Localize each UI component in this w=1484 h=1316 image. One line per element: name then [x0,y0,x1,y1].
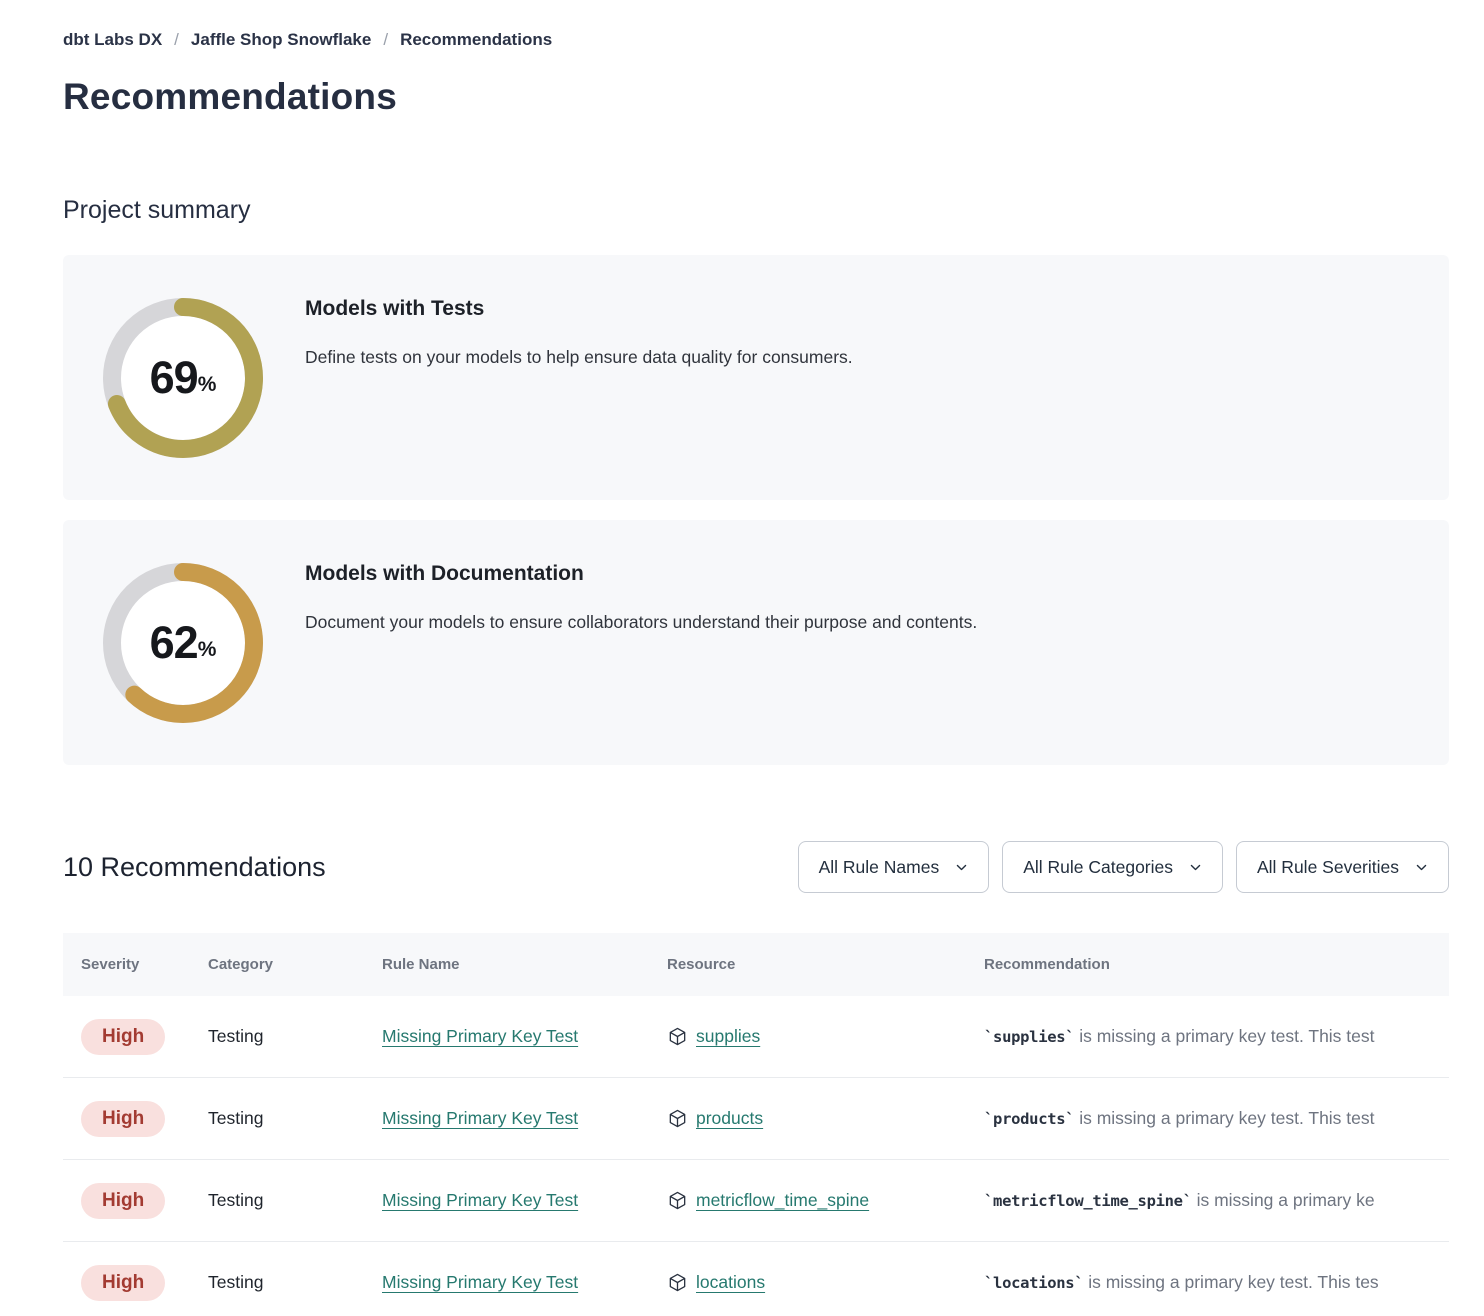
recommendation-cell: `locations` is missing a primary key tes… [966,1272,1449,1293]
category-cell: Testing [208,1108,264,1128]
breadcrumb-item-project[interactable]: Jaffle Shop Snowflake [190,30,372,49]
recommendation-text: is missing a primary ke [1191,1190,1375,1210]
rule-name-link[interactable]: Missing Primary Key Test [382,1108,579,1128]
column-header-recommendation: Recommendation [984,956,1110,973]
breadcrumb-item-account[interactable]: dbt Labs DX [63,30,163,49]
recommendation-code: `supplies` [984,1028,1075,1046]
donut-percent-label: 69 % [103,298,263,458]
model-cube-icon [669,1191,686,1210]
chevron-down-icon [1190,864,1201,870]
table-row: High Testing Missing Primary Key Test lo… [63,1242,1449,1316]
filter-rule-categories-dropdown[interactable]: All Rule Categories [1002,841,1223,893]
project-summary-heading: Project summary [63,196,251,224]
donut-percent-sign: % [197,372,217,396]
severity-badge: High [81,1018,166,1055]
chevron-down-icon [956,864,967,870]
severity-badge: High [81,1182,166,1219]
card-description: Define tests on your models to help ensu… [305,347,853,367]
card-description: Document your models to ensure collabora… [305,612,978,632]
filter-bar: All Rule Names All Rule Categories All R… [797,841,1449,893]
column-header-rule-name: Rule Name [382,956,460,973]
donut-chart-tests: 69 % [103,297,263,458]
column-header-severity: Severity [81,956,140,973]
summary-card-models-with-documentation: 62 % Models with Documentation Document … [63,520,1449,765]
recommendation-code: `locations` [984,1274,1084,1292]
table-row: High Testing Missing Primary Key Test pr… [63,1078,1449,1160]
donut-chart-documentation: 62 % [103,562,263,723]
breadcrumb-separator: / [174,30,179,49]
table-row: High Testing Missing Primary Key Test me… [63,1160,1449,1242]
rule-name-link[interactable]: Missing Primary Key Test [382,1272,579,1292]
model-cube-icon [669,1273,686,1292]
breadcrumb-item-current: Recommendations [400,30,553,49]
model-cube-icon [669,1109,686,1128]
breadcrumb-separator: / [383,30,389,49]
category-cell: Testing [208,1272,264,1292]
recommendation-cell: `products` is missing a primary key test… [966,1108,1449,1129]
donut-percent-sign: % [197,637,217,661]
filter-label: All Rule Severities [1257,856,1399,877]
recommendations-table: Severity Category Rule Name Resource Rec… [63,933,1449,1316]
rule-name-link[interactable]: Missing Primary Key Test [382,1026,579,1046]
donut-percent-value: 69 [149,351,199,403]
table-row: High Testing Missing Primary Key Test su… [63,996,1449,1078]
column-header-category: Category [208,956,274,973]
category-cell: Testing [208,1190,264,1210]
recommendation-text: is missing a primary key test. This tes [1083,1272,1379,1292]
donut-percent-label: 62 % [103,563,263,723]
severity-badge: High [81,1264,166,1301]
rule-name-link[interactable]: Missing Primary Key Test [382,1190,579,1210]
chevron-down-icon [1416,864,1427,870]
model-cube-icon [669,1027,686,1046]
donut-svg [103,297,263,458]
donut-percent-value: 62 [149,616,199,668]
recommendation-code: `products` [984,1110,1075,1128]
severity-badge: High [81,1100,166,1137]
recommendations-count-heading: 10 Recommendations [63,851,326,882]
column-header-resource: Resource [667,956,736,973]
filter-rule-severities-dropdown[interactable]: All Rule Severities [1236,841,1449,893]
filter-label: All Rule Names [818,856,940,877]
resource-link[interactable]: locations [696,1272,766,1292]
resource-link[interactable]: products [696,1108,764,1128]
filter-label: All Rule Categories [1023,856,1173,877]
resource-link[interactable]: supplies [696,1026,761,1046]
table-header-row: Severity Category Rule Name Resource Rec… [63,933,1449,996]
resource-link[interactable]: metricflow_time_spine [696,1190,870,1210]
recommendation-text: is missing a primary key test. This test [1074,1026,1375,1046]
recommendation-cell: `metricflow_time_spine` is missing a pri… [966,1190,1449,1211]
category-cell: Testing [208,1026,264,1046]
breadcrumb: dbt Labs DX / Jaffle Shop Snowflake / Re… [63,30,1414,50]
filter-rule-names-dropdown[interactable]: All Rule Names [797,841,990,893]
page-title: Recommendations [63,76,398,117]
recommendation-code: `metricflow_time_spine` [984,1192,1192,1210]
summary-card-models-with-tests: 69 % Models with Tests Define tests on y… [63,255,1449,500]
donut-svg [103,562,263,723]
card-title-models-with-documentation: Models with Documentation [305,562,584,585]
card-title-models-with-tests: Models with Tests [305,297,485,320]
recommendation-text: is missing a primary key test. This test [1074,1108,1375,1128]
recommendation-cell: `supplies` is missing a primary key test… [966,1026,1449,1047]
